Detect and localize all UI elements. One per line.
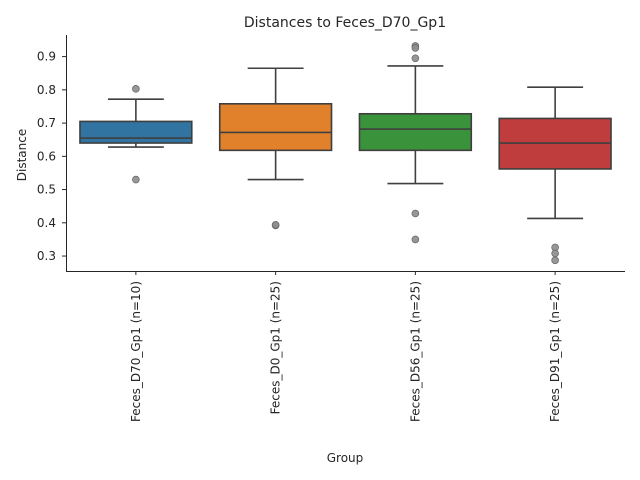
box-series (79, 42, 612, 265)
box-group (498, 86, 612, 265)
x-tick-label: Feces_D91_Gp1 (n=25) (548, 281, 562, 422)
x-axis-ticks: Feces_D70_Gp1 (n=10) Feces_D0_Gp1 (n=25) F… (129, 271, 562, 422)
outlier-point (551, 256, 559, 265)
box-iqr (218, 103, 333, 152)
outlier-point (411, 209, 420, 218)
outlier-point (271, 220, 280, 229)
y-tick-label: 0.9 (37, 50, 56, 64)
box-group (79, 85, 193, 184)
y-tick-label: 0.5 (37, 183, 56, 197)
y-tick-label: 0.7 (37, 116, 56, 130)
y-tick-label: 0.8 (37, 83, 56, 97)
x-tick-label: Feces_D70_Gp1 (n=10) (129, 281, 143, 422)
outlier-point (132, 85, 140, 93)
outlier-point (411, 54, 420, 63)
box-iqr (79, 120, 193, 144)
x-axis-label: Group (327, 451, 364, 465)
y-tick-label: 0.4 (37, 216, 56, 230)
x-tick-label: Feces_D0_Gp1 (n=25) (269, 281, 283, 414)
outlier-point (411, 44, 420, 52)
y-axis-ticks: 0.3 0.4 0.5 0.6 0.7 0.8 0.9 (37, 50, 66, 263)
chart-title: Distances to Feces_D70_Gp1 (244, 15, 446, 31)
box-group (358, 42, 473, 244)
box-group (218, 67, 333, 230)
outlier-point (551, 249, 559, 258)
y-tick-label: 0.3 (37, 249, 56, 263)
outlier-point (132, 175, 140, 184)
y-axis-label: Distance (15, 129, 29, 181)
outlier-point (411, 235, 420, 244)
y-tick-label: 0.6 (37, 149, 56, 163)
box-iqr (358, 112, 473, 152)
x-tick-label: Feces_D56_Gp1 (n=25) (408, 281, 422, 422)
